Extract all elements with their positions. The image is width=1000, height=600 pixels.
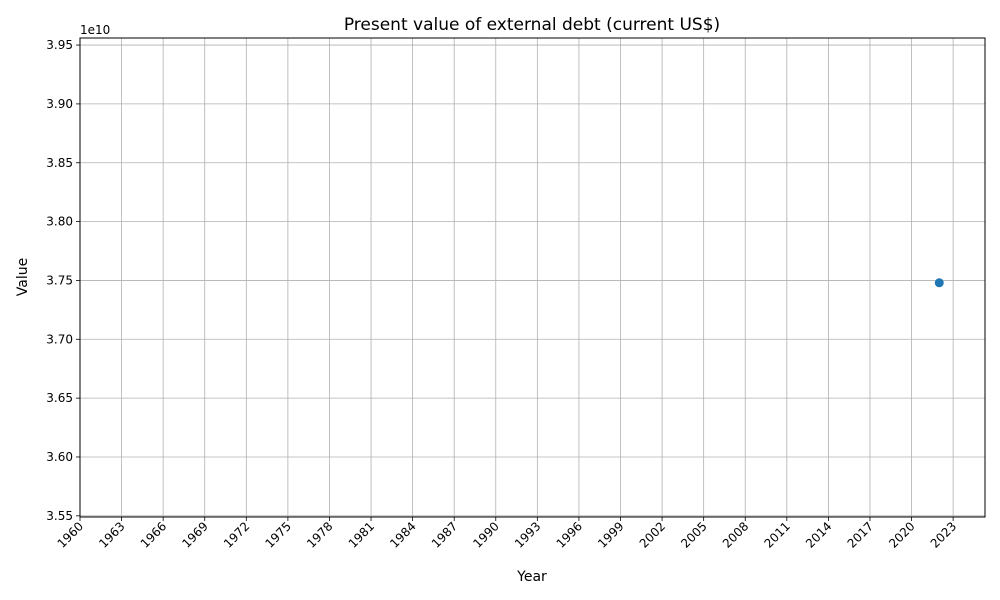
data-point xyxy=(934,278,944,288)
x-tick-label: 2014 xyxy=(803,519,834,550)
x-tick-label: 2023 xyxy=(928,519,959,550)
x-tick-label: 1999 xyxy=(595,519,626,550)
x-tick-label: 1978 xyxy=(304,519,335,550)
y-tick-label: 3.80 xyxy=(46,215,73,229)
x-tick-label: 1987 xyxy=(429,519,460,550)
x-tick-label: 1960 xyxy=(55,519,86,550)
x-axis-ticks: 1960 1963 1966 1969 1972 1975 1978 1981 1984 1987… xyxy=(55,517,959,551)
x-tick-label: 1984 xyxy=(387,519,418,550)
x-tick-label: 1975 xyxy=(263,519,294,550)
data-points xyxy=(934,278,944,288)
x-tick-label: 1966 xyxy=(138,519,169,550)
x-tick-label: 1972 xyxy=(221,519,252,550)
x-tick-label: 2017 xyxy=(845,519,876,550)
x-tick-label: 2002 xyxy=(637,519,668,550)
x-tick-label: 1996 xyxy=(554,519,585,550)
y-tick-label: 3.85 xyxy=(46,156,73,170)
x-tick-label: 2008 xyxy=(720,519,751,550)
y-tick-label: 3.70 xyxy=(46,332,73,346)
x-axis-title: Year xyxy=(516,569,547,585)
x-tick-label: 1993 xyxy=(512,519,543,550)
y-axis-ticks: 3.55 3.60 3.65 3.70 3.75 3.80 3.85 3.90 3.95 xyxy=(46,38,80,523)
x-tick-label: 2005 xyxy=(678,519,709,550)
y-axis-offset-label: 1e10 xyxy=(80,23,110,37)
x-tick-label: 2020 xyxy=(886,519,917,550)
y-tick-label: 3.65 xyxy=(46,391,73,405)
x-tick-label: 1981 xyxy=(346,519,377,550)
plot-frame xyxy=(79,37,986,518)
chart-title: Present value of external debt (current … xyxy=(344,15,720,35)
y-tick-label: 3.95 xyxy=(46,38,73,52)
y-tick-label: 3.55 xyxy=(46,509,73,523)
y-tick-label: 3.60 xyxy=(46,450,73,464)
grid xyxy=(79,38,985,517)
y-tick-label: 3.75 xyxy=(46,273,73,287)
x-tick-label: 1969 xyxy=(179,519,210,550)
x-tick-label: 2011 xyxy=(761,519,792,550)
y-tick-label: 3.90 xyxy=(46,97,73,111)
x-tick-label: 1990 xyxy=(470,519,501,550)
x-tick-label: 1963 xyxy=(96,519,127,550)
y-axis-title: Value xyxy=(15,258,31,296)
